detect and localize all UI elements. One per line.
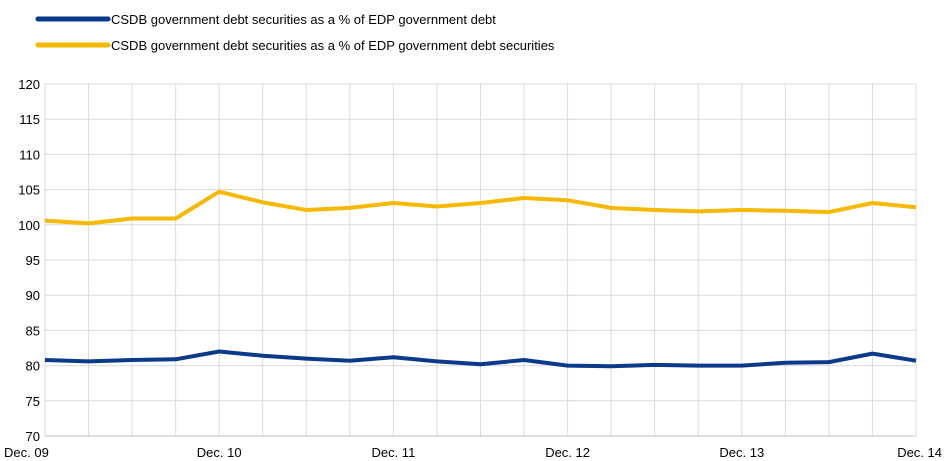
y-axis-ticks: 70 75 80 85 90 95 100 105 110 115 120	[18, 77, 40, 444]
y-tick-label: 75	[26, 394, 40, 409]
y-tick-label: 90	[26, 288, 40, 303]
x-axis-ticks: Dec. 09 Dec. 10 Dec. 11 Dec. 12 Dec. 13 Dec. …	[4, 445, 942, 460]
x-tick-label: Dec. 14	[897, 445, 942, 460]
y-tick-label: 115	[19, 112, 40, 127]
x-tick-label: Dec. 11	[371, 445, 415, 460]
x-tick-label: Dec. 09	[4, 445, 49, 460]
y-tick-label: 70	[26, 429, 40, 444]
y-tick-label: 95	[26, 253, 40, 268]
x-tick-label: Dec. 13	[719, 445, 764, 460]
y-tick-label: 110	[19, 147, 40, 162]
y-tick-label: 105	[18, 183, 40, 198]
y-tick-label: 80	[26, 359, 40, 374]
y-tick-label: 85	[26, 323, 40, 338]
legend: CSDB government debt securities as a % o…	[38, 12, 555, 53]
gridlines	[45, 84, 916, 436]
legend-label-2: CSDB government debt securities as a % o…	[111, 38, 555, 53]
x-tick-label: Dec. 10	[197, 445, 242, 460]
legend-label-1: CSDB government debt securities as a % o…	[111, 12, 496, 27]
x-tick-label: Dec. 12	[545, 445, 590, 460]
y-tick-label: 100	[18, 218, 40, 233]
y-tick-label: 120	[18, 77, 40, 92]
